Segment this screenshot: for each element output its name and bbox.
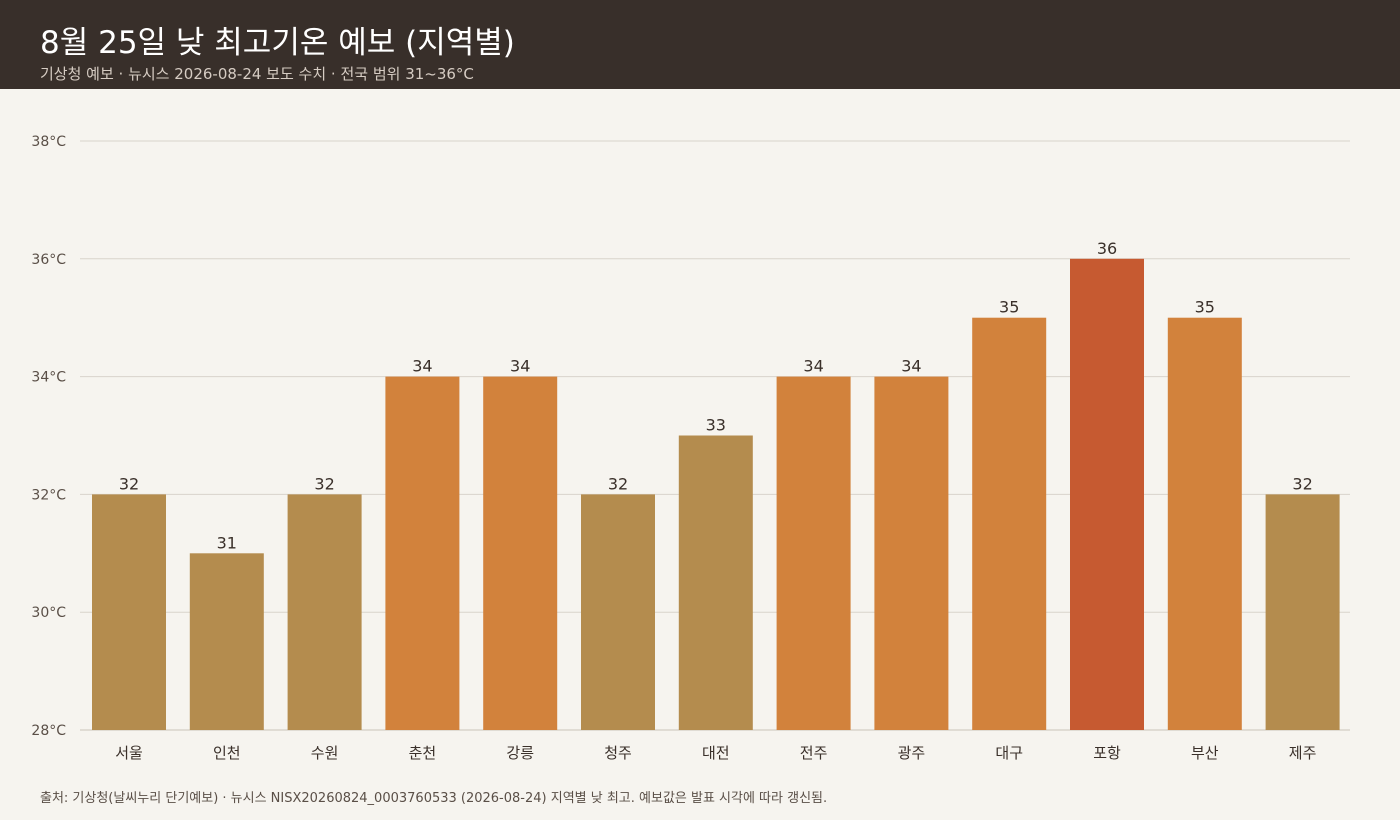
data-label: 34: [412, 357, 432, 376]
x-tick-label: 전주: [800, 744, 828, 762]
chart-subtitle: 기상청 예보 · 뉴시스 2026-08-24 보도 수치 · 전국 범위 31…: [40, 65, 474, 83]
x-tick-label: 광주: [898, 744, 926, 762]
data-label: 32: [1292, 474, 1312, 493]
x-tick-label: 부산: [1191, 744, 1219, 762]
x-tick-label: 서울: [115, 744, 143, 762]
y-tick-label: 38°C: [31, 134, 66, 150]
bar: [678, 435, 753, 730]
bar: [972, 317, 1047, 730]
x-tick-label: 수원: [311, 744, 339, 762]
data-label: 32: [314, 474, 334, 493]
x-tick-label: 인천: [213, 744, 241, 762]
header-bar: 8월 25일 낮 최고기온 예보 (지역별) 기상청 예보 · 뉴시스 2026…: [0, 0, 1400, 89]
data-label: 31: [217, 533, 237, 552]
data-label: 34: [901, 357, 921, 376]
y-tick-label: 32°C: [31, 487, 66, 503]
bar: [874, 376, 949, 730]
y-tick-label: 28°C: [31, 723, 66, 739]
data-label: 34: [510, 357, 530, 376]
y-tick-label: 30°C: [31, 605, 66, 621]
y-tick-label: 34°C: [31, 370, 66, 386]
x-tick-label: 제주: [1289, 744, 1317, 762]
bar: [776, 376, 851, 730]
data-label: 34: [803, 357, 823, 376]
bar: [92, 494, 166, 730]
chart-title: 8월 25일 낮 최고기온 예보 (지역별): [40, 25, 515, 61]
data-label: 32: [119, 474, 139, 493]
bar: [581, 494, 655, 730]
data-label: 35: [1195, 298, 1215, 317]
y-tick-label: 36°C: [31, 252, 66, 268]
bar: [483, 376, 558, 730]
x-tick-label: 강릉: [506, 744, 534, 762]
source-note: 출처: 기상청(날씨누리 단기예보) · 뉴시스 NISX20260824_00…: [40, 791, 828, 806]
data-label: 36: [1097, 239, 1117, 258]
bar: [1265, 494, 1340, 730]
x-tick-label: 청주: [604, 744, 632, 762]
bar: [1070, 258, 1144, 730]
x-tick-label: 춘천: [409, 744, 437, 762]
data-label: 32: [608, 474, 628, 493]
bar: [287, 494, 362, 730]
data-label: 33: [706, 416, 726, 435]
data-label: 35: [999, 298, 1019, 317]
bar: [385, 376, 460, 730]
bar: [1167, 317, 1242, 730]
x-tick-label: 대전: [702, 744, 730, 762]
bar: [189, 553, 264, 730]
x-tick-label: 대구: [995, 744, 1023, 762]
x-tick-label: 포항: [1093, 744, 1121, 762]
